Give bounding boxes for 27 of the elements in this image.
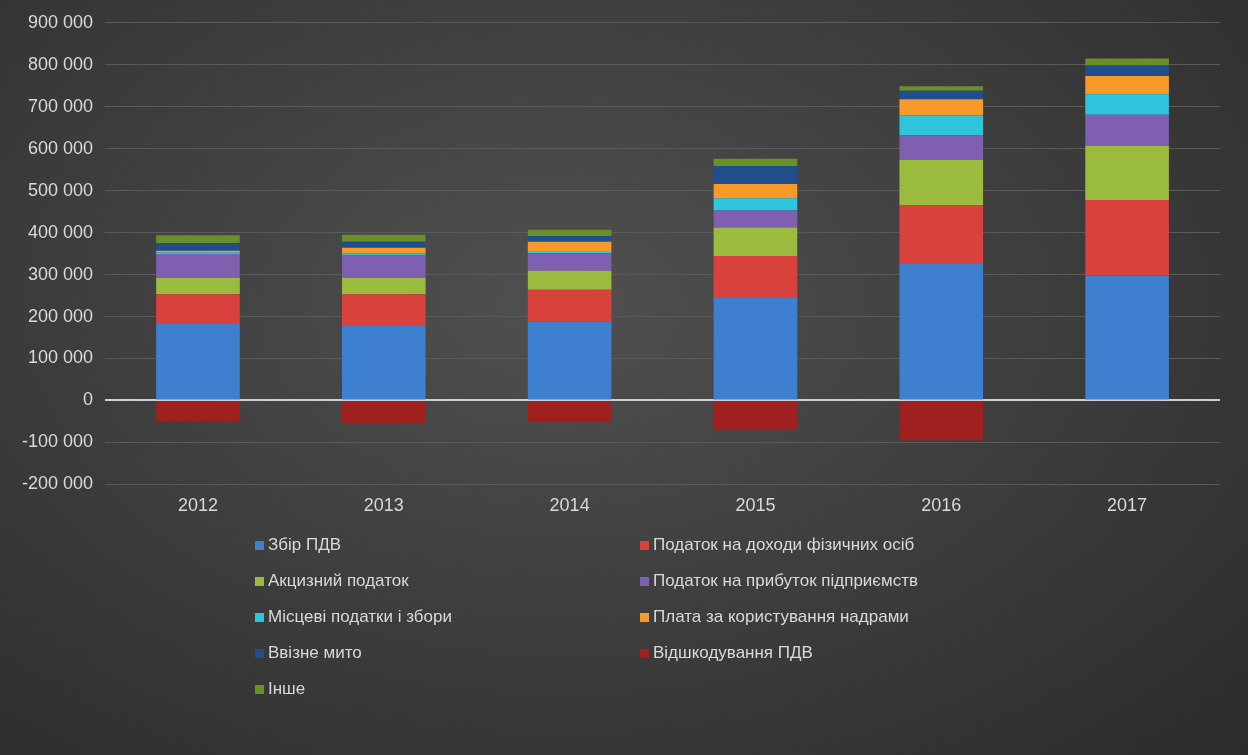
x-tick-label: 2014 xyxy=(549,495,590,516)
legend-label: Збір ПДВ xyxy=(268,535,342,555)
legend-label: Відшкодування ПДВ xyxy=(653,643,813,663)
y-tick-label: 300 000 xyxy=(27,263,94,284)
y-tick-label: 600 000 xyxy=(27,137,94,158)
legend-label: Плата за користування надрами xyxy=(653,607,909,627)
x-tick-label: 2012 xyxy=(177,495,218,516)
y-tick-label: 800 000 xyxy=(27,53,94,74)
legend-label: Інше xyxy=(268,679,306,699)
x-tick-label: 2013 xyxy=(363,495,404,516)
y-tick-label: 700 000 xyxy=(27,95,94,116)
legend-label: Місцеві податки і збори xyxy=(268,607,452,627)
legend-label: Податок на прибуток підприємств xyxy=(653,571,919,591)
x-tick-label: 2016 xyxy=(921,495,962,516)
y-tick-label: 400 000 xyxy=(27,221,94,242)
y-tick-label: 200 000 xyxy=(27,305,94,326)
y-tick-label: 500 000 xyxy=(27,179,94,200)
y-tick-label: -100 000 xyxy=(22,431,94,452)
y-tick-label: 0 xyxy=(83,389,94,410)
x-tick-label: 2017 xyxy=(1107,495,1148,516)
legend-label: Ввізне мито xyxy=(268,643,362,663)
y-tick-label: 100 000 xyxy=(27,347,94,368)
y-tick-label: 900 000 xyxy=(27,11,94,32)
y-tick-label: -200 000 xyxy=(22,473,94,494)
legend-label: Податок на доходи фізичних осіб xyxy=(653,535,915,555)
x-tick-label: 2015 xyxy=(735,495,776,516)
legend-label: Акцизний податок xyxy=(268,571,409,591)
